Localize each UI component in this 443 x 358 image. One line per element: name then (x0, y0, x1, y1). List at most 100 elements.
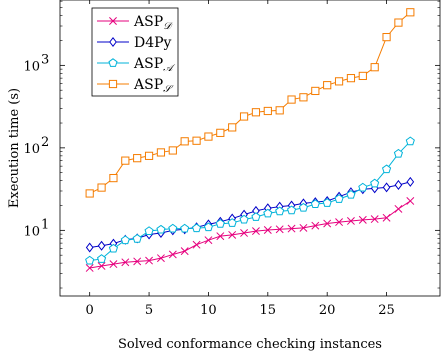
series-3 (85, 8, 415, 198)
y-tick-exponent: 3 (41, 52, 49, 67)
data-point (145, 256, 154, 265)
data-point (132, 233, 142, 243)
data-point (121, 258, 130, 267)
series-line (89, 11, 411, 194)
data-point (299, 93, 308, 102)
data-point (382, 213, 391, 222)
legend-label-subscript: 𝒟 (163, 21, 173, 32)
y-tick-label: 10 (23, 142, 40, 157)
legend-marker (109, 36, 117, 48)
data-point (322, 198, 332, 207)
legend-entry: ASP 𝒟 (97, 14, 173, 32)
data-point (168, 250, 177, 259)
data-point (405, 136, 415, 146)
data-point (85, 189, 94, 198)
data-point (251, 212, 261, 221)
data-point (346, 74, 356, 83)
data-point (275, 106, 284, 115)
data-point (370, 178, 380, 188)
data-point (216, 232, 225, 241)
data-point (227, 218, 237, 227)
data-point (228, 123, 237, 132)
data-point (204, 236, 213, 245)
data-point (239, 214, 249, 224)
data-point (310, 199, 320, 209)
data-point (299, 223, 308, 232)
data-point (240, 228, 249, 237)
data-point (239, 112, 249, 121)
data-point (204, 132, 213, 141)
y-tick-label: 10 (23, 224, 40, 239)
data-point (346, 216, 355, 225)
data-point (215, 219, 225, 228)
data-point (275, 206, 285, 216)
data-point (382, 182, 391, 193)
data-point (97, 262, 106, 270)
x-axis-label: Solved conformance checking instances (118, 337, 382, 352)
data-point (358, 182, 368, 192)
data-point (381, 164, 392, 174)
x-tick-label: 0 (86, 303, 94, 318)
series-0 (85, 197, 415, 272)
legend-box (91, 7, 179, 97)
y-tick-label: 10 (23, 59, 40, 74)
data-point (133, 154, 142, 163)
legend-label: ASP (133, 56, 163, 72)
data-point (263, 106, 272, 116)
data-point (263, 208, 273, 218)
legend-label-subscript: 𝒜 (163, 63, 176, 74)
legend-label: D4Py (134, 35, 172, 51)
data-point (334, 194, 344, 203)
data-point (358, 71, 367, 81)
data-point (370, 63, 379, 72)
x-tick-label: 15 (260, 303, 277, 318)
data-point (133, 257, 142, 266)
data-point (370, 215, 379, 224)
legend-label-subscript: 𝒮 (163, 84, 174, 95)
legend-entry: ASP 𝒮 (97, 77, 174, 95)
data-point (406, 176, 415, 187)
data-point (275, 225, 284, 234)
y-tick-exponent: 2 (41, 135, 49, 150)
data-point (85, 255, 95, 265)
data-point (97, 240, 106, 251)
data-point (180, 137, 189, 146)
data-point (406, 8, 415, 17)
x-tick-label: 25 (378, 303, 395, 318)
data-point (144, 226, 154, 235)
y-tick-exponent: 1 (41, 217, 49, 232)
data-point (192, 136, 201, 145)
data-point (216, 128, 225, 137)
data-point (287, 224, 296, 233)
data-point (311, 221, 320, 230)
x-tick-label: 5 (145, 303, 153, 318)
data-point (263, 226, 272, 234)
data-point (286, 205, 297, 215)
data-point (109, 260, 118, 269)
data-point (97, 183, 106, 192)
series-2 (85, 136, 415, 265)
y-axis-label: Execution time (s) (7, 88, 22, 208)
data-point (180, 223, 190, 233)
legend-marker (109, 17, 117, 25)
data-point (228, 230, 237, 239)
data-point (394, 179, 403, 190)
series-layer (85, 8, 415, 272)
data-point (251, 227, 260, 236)
data-point (334, 77, 344, 86)
data-point (144, 151, 154, 160)
legend-entry: ASP 𝒜 (97, 56, 176, 74)
data-point (168, 146, 177, 155)
data-point (109, 173, 118, 183)
legend-label: ASP (133, 14, 163, 30)
data-point (335, 218, 344, 227)
data-point (287, 95, 296, 104)
data-point (85, 264, 94, 272)
series-line (89, 140, 411, 262)
data-point (298, 202, 309, 212)
data-point (156, 224, 166, 234)
data-point (393, 148, 404, 158)
data-point (192, 240, 201, 249)
